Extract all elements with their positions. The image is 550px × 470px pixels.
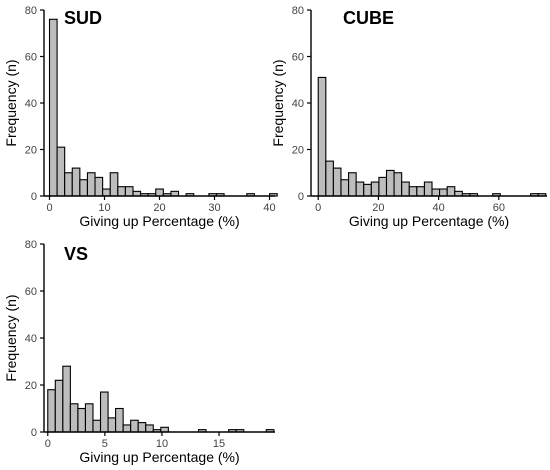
histogram-bar: [446, 186, 456, 197]
x-tick-label: 60: [493, 202, 505, 214]
histogram-bar: [122, 424, 132, 433]
x-tick-label: 40: [433, 202, 445, 214]
histogram-bar: [94, 176, 104, 197]
y-tick-label: 40: [25, 333, 37, 345]
y-tick-label: 40: [292, 98, 304, 110]
x-axis-label: Giving up Percentage (%): [349, 213, 509, 229]
histogram-bar: [137, 422, 147, 433]
histogram-bar: [77, 407, 86, 433]
histogram-bar: [408, 186, 418, 197]
histogram-bar: [124, 186, 134, 197]
y-tick-label: 20: [25, 145, 37, 157]
x-tick-label: 5: [102, 438, 108, 450]
histogram-bar: [84, 403, 94, 433]
histogram-bar: [130, 419, 139, 433]
y-tick-label: 80: [292, 5, 304, 17]
x-tick-label: 20: [153, 202, 165, 214]
histogram-bar: [317, 76, 327, 197]
y-axis-label: Frequency (n): [270, 59, 286, 146]
y-tick-label: 0: [298, 191, 304, 203]
y-tick-label: 0: [31, 191, 37, 203]
chart-panel-cube: 0 20 40 60 80 0 20 40 60 CUBE Giving up Percentage…: [270, 5, 547, 229]
y-tick-label: 20: [292, 145, 304, 157]
y-tick-label: 20: [25, 380, 37, 392]
histogram-bar: [47, 389, 56, 433]
histogram-bar: [431, 188, 441, 197]
histogram-bar: [56, 146, 66, 197]
histogram-bar: [92, 419, 102, 433]
histogram-bar: [332, 167, 342, 197]
panel-title: VS: [64, 244, 88, 264]
chart-panel-vs: 0 20 40 60 80 0 5 10 15 VS Giving up Percentage (%…: [3, 239, 275, 465]
histogram-bar: [99, 391, 109, 433]
y-tick-label: 80: [25, 239, 37, 251]
y-tick-label: 40: [25, 98, 37, 110]
x-tick-label: 20: [372, 202, 384, 214]
x-axis-label: Giving up Percentage (%): [79, 213, 239, 229]
histogram-bar: [64, 172, 73, 197]
histogram-bar: [385, 169, 395, 197]
histogram-bar: [439, 188, 448, 197]
x-tick-label: 15: [213, 438, 225, 450]
x-tick-label: 0: [45, 438, 51, 450]
y-tick-label: 60: [25, 286, 37, 298]
histogram-bar: [340, 179, 350, 197]
chart-panel-sud: 0 20 40 60 80 0 10 20 30 40 SUD Giving up Percentag…: [3, 5, 278, 229]
histogram-bar: [423, 181, 433, 197]
y-axis-label: Frequency (n): [3, 294, 19, 381]
histogram-bar: [145, 424, 154, 433]
histogram-bar: [69, 403, 79, 433]
histogram-bar: [71, 167, 81, 197]
histogram-bar: [54, 379, 64, 433]
x-tick-label: 10: [156, 438, 168, 450]
histogram-bar: [401, 181, 410, 197]
y-tick-label: 60: [292, 52, 304, 64]
y-tick-label: 80: [25, 5, 37, 17]
histogram-bar: [325, 160, 334, 197]
histogram-bar: [348, 172, 357, 197]
histogram-bar: [79, 179, 89, 197]
histogram-bar: [355, 181, 365, 197]
histogram-bar: [393, 172, 403, 197]
histogram-bar: [62, 365, 71, 433]
histogram-bar: [109, 172, 119, 197]
x-tick-label: 10: [98, 202, 110, 214]
panel-title: CUBE: [343, 8, 394, 28]
histogram-bar: [117, 186, 126, 197]
histogram-bar: [48, 18, 58, 197]
histogram-bar: [102, 188, 111, 197]
histogram-bar: [107, 417, 117, 433]
histogram-bar: [86, 172, 96, 197]
y-tick-label: 0: [31, 427, 37, 439]
histogram-bar: [363, 183, 372, 197]
x-tick-label: 30: [208, 202, 220, 214]
y-tick-label: 60: [25, 52, 37, 64]
histogram-bar: [160, 426, 169, 433]
x-tick-label: 40: [263, 202, 275, 214]
histogram-bar: [155, 188, 164, 197]
x-axis-label: Giving up Percentage (%): [79, 449, 239, 465]
x-tick-label: 0: [46, 202, 52, 214]
histogram-bar: [416, 186, 425, 197]
histogram-bar: [370, 181, 380, 197]
panel-title: SUD: [64, 8, 102, 28]
histogram-bar: [115, 407, 124, 433]
x-tick-label: 0: [315, 202, 321, 214]
histogram-bar: [378, 176, 388, 197]
y-axis-label: Frequency (n): [3, 59, 19, 146]
